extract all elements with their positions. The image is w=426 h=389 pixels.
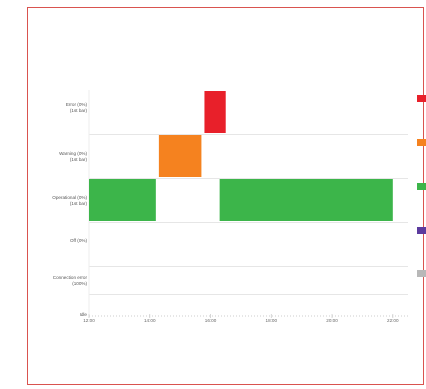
- x-tick-label: 14:00: [144, 318, 156, 323]
- row-label-off: Off (0%): [70, 238, 87, 243]
- legend-swatch: [417, 227, 426, 234]
- row-label-idle: Idle: [80, 312, 88, 317]
- row-sublabel-operating: (1st bar): [70, 201, 88, 206]
- row-label-connection: Connection error: [53, 275, 88, 280]
- legend-swatch: [417, 139, 426, 146]
- bar-segment-error: [204, 91, 226, 133]
- legend-swatch: [417, 270, 426, 277]
- x-tick-label: 22:00: [387, 318, 399, 323]
- x-tick-label: 16:00: [205, 318, 217, 323]
- legend-swatch: [417, 183, 426, 190]
- x-tick-label: 18:00: [266, 318, 278, 323]
- bar-segment-operating: [219, 179, 393, 221]
- row-sublabel-connection: (100%): [72, 281, 87, 286]
- bar-segment-operating: [89, 179, 156, 221]
- row-label-error: Error (0%): [66, 102, 88, 107]
- row-label-operating: Operational (0%): [52, 195, 87, 200]
- row-sublabel-warning: (1st bar): [70, 157, 88, 162]
- row-sublabel-error: (1st bar): [70, 108, 88, 113]
- legend-swatch: [417, 95, 426, 102]
- bar-segment-warning: [158, 135, 202, 177]
- x-tick-label: 12:00: [83, 318, 95, 323]
- x-tick-label: 20:00: [326, 318, 338, 323]
- row-label-warning: Warning (0%): [59, 151, 87, 156]
